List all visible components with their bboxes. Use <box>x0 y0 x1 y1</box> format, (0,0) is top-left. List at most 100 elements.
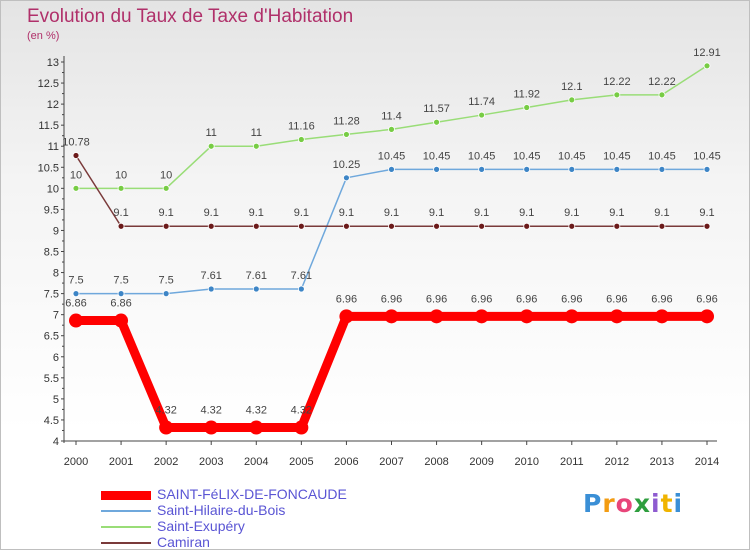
x-tick-label: 2011 <box>560 456 584 468</box>
legend-swatch <box>101 526 151 528</box>
data-label: 11.4 <box>381 110 402 122</box>
data-point <box>339 309 354 324</box>
legend-label: Saint-Hilaire-du-Bois <box>157 502 286 518</box>
data-point <box>523 165 531 173</box>
data-label: 11.92 <box>513 88 540 100</box>
y-tick-label: 11 <box>48 141 59 153</box>
data-label: 10.45 <box>558 150 586 162</box>
data-point <box>388 125 395 133</box>
data-point <box>433 118 440 126</box>
data-point <box>388 222 395 230</box>
data-point <box>703 222 711 230</box>
data-label: 10.45 <box>648 150 676 162</box>
legend-label: SAINT-FéLIX-DE-FONCAUDE <box>157 486 347 502</box>
data-label: 4.32 <box>155 405 176 417</box>
logo-letter: t <box>660 489 674 518</box>
data-label: 9.1 <box>519 207 534 219</box>
data-point <box>523 104 531 111</box>
data-point <box>72 184 80 192</box>
data-point <box>613 91 621 99</box>
data-point <box>162 290 170 298</box>
data-label: 9.1 <box>384 207 399 219</box>
data-point <box>252 142 260 150</box>
x-tick-label: 2013 <box>650 456 674 468</box>
series-Saint-Hilaire-du-Bois <box>72 165 711 298</box>
data-label: 12.1 <box>561 81 582 93</box>
series-layer <box>69 62 714 435</box>
data-label: 9.1 <box>158 207 173 219</box>
data-point <box>568 96 576 104</box>
data-label: 6.96 <box>606 293 627 305</box>
data-labels-layer: 10 10 10 11 11 11.16 11.28 11.4 11.57 11.74 11.92 1… <box>62 47 721 417</box>
x-tick-label: 2012 <box>605 456 629 468</box>
data-label: 7.61 <box>246 270 267 282</box>
data-label: 11.16 <box>288 120 315 132</box>
data-label: 7.5 <box>158 275 173 287</box>
data-label: 9.1 <box>339 207 354 219</box>
data-point <box>609 309 624 324</box>
data-label: 7.61 <box>201 270 222 282</box>
data-point <box>343 174 350 182</box>
data-label: 9.1 <box>564 207 579 219</box>
x-tick-label: 2001 <box>109 456 133 468</box>
data-label: 6.96 <box>516 293 537 305</box>
data-label: 10.45 <box>378 150 406 162</box>
data-point <box>700 309 714 324</box>
data-point <box>613 165 621 173</box>
data-label: 7.61 <box>291 270 312 282</box>
data-point <box>162 184 170 192</box>
data-point <box>568 222 576 230</box>
data-point <box>478 222 486 230</box>
data-label: 10.45 <box>693 150 721 162</box>
data-point <box>658 165 666 173</box>
chart-title: Evolution du Taux de Taxe d'Habitation <box>27 6 354 27</box>
data-point <box>433 222 440 230</box>
legend-item: Saint-Exupéry <box>101 518 431 535</box>
data-label: 4.32 <box>246 405 267 417</box>
data-point <box>69 313 83 328</box>
data-point <box>162 222 170 230</box>
x-tick-label: 2008 <box>424 456 448 468</box>
x-tick-label: 2009 <box>469 456 493 468</box>
data-label: 6.96 <box>696 293 717 305</box>
y-tick-label: 7 <box>53 310 59 322</box>
data-label: 12.22 <box>603 76 631 88</box>
logo-letter: i <box>651 489 661 518</box>
data-label: 10.45 <box>603 150 631 162</box>
data-label: 4.32 <box>201 405 222 417</box>
data-label: 7.5 <box>68 275 83 287</box>
data-label: 11.28 <box>333 115 360 127</box>
unit-label: (en %) <box>27 30 60 42</box>
data-label: 9.1 <box>113 207 128 219</box>
data-label: 9.1 <box>249 207 264 219</box>
data-point <box>297 285 305 293</box>
data-point <box>703 165 711 173</box>
logo-letter: P <box>583 489 603 518</box>
x-tick-label: 2010 <box>514 456 538 468</box>
data-point <box>117 222 125 230</box>
y-tick-label: 11.5 <box>38 120 59 132</box>
legend-item: Camiran <box>101 534 431 551</box>
data-point <box>568 165 576 173</box>
x-tick-label: 2003 <box>199 456 223 468</box>
data-label: 6.96 <box>381 293 402 305</box>
data-label: 11 <box>251 127 262 139</box>
data-point <box>519 309 534 324</box>
data-point <box>564 309 579 324</box>
data-point <box>117 290 125 298</box>
data-point <box>478 165 486 173</box>
data-point <box>252 222 260 230</box>
y-tick-label: 8.5 <box>44 247 59 259</box>
data-label: 9.1 <box>699 207 714 219</box>
data-point <box>658 222 666 230</box>
y-tick-label: 7.5 <box>44 289 59 301</box>
series-SAINT-FéLIX-DE-FONCAUDE <box>69 309 714 435</box>
data-label: 7.5 <box>113 275 128 287</box>
y-tick-label: 5.5 <box>44 373 59 385</box>
x-tick-label: 2006 <box>334 456 358 468</box>
data-label: 9.1 <box>294 207 309 219</box>
logo-letter: x <box>633 489 651 518</box>
y-tick-label: 12.5 <box>38 78 59 90</box>
data-point <box>72 152 80 159</box>
data-point <box>388 165 395 173</box>
